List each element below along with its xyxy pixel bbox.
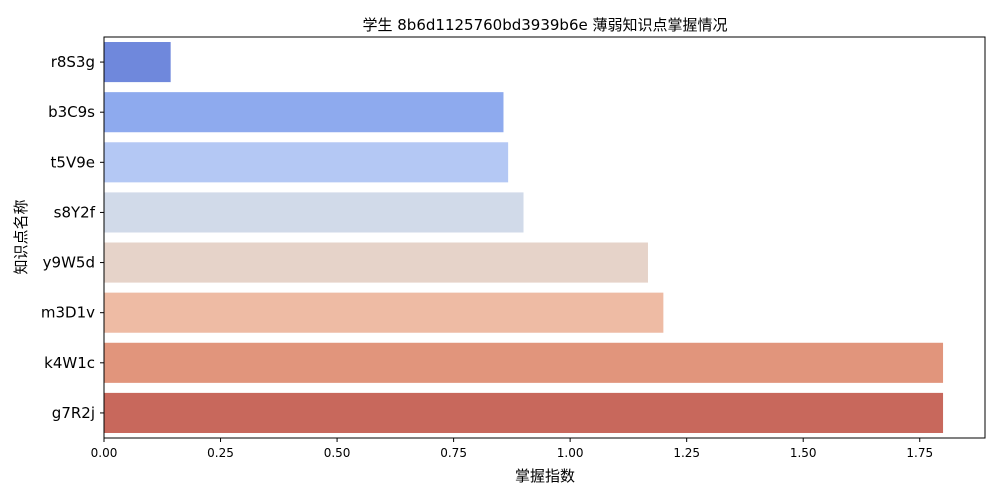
x-tick-label: 1.75 [906,446,933,460]
y-tick-labels: r8S3g b3C9s t5V9e s8Y2f y9W5d m3D1v k4W1c g7R2j [41,53,104,422]
x-axis-label: 掌握指数 [515,467,575,485]
bar-t5V9e [104,142,509,183]
x-tick-label: 1.25 [673,446,700,460]
y-tick-label: g7R2j [52,404,95,422]
chart-title: 学生 8b6d1125760bd3939b6e 薄弱知识点掌握情况 [363,16,728,34]
y-tick-label: y9W5d [43,254,95,272]
bar-r8S3g [104,42,171,83]
x-tick-label: 1.50 [790,446,817,460]
x-tick-label: 1.00 [557,446,584,460]
y-axis-label: 知识点名称 [12,199,30,274]
bar-g7R2j [104,392,944,433]
bar-m3D1v [104,292,664,333]
y-tick-label: b3C9s [48,103,95,121]
x-tick-label: 0.75 [440,446,467,460]
bars-group [104,42,944,433]
bar-s8Y2f [104,192,524,233]
x-tick-label: 0.00 [91,446,118,460]
bar-k4W1c [104,342,944,383]
bar-b3C9s [104,92,504,133]
y-tick-label: k4W1c [44,354,95,372]
x-tick-label: 0.50 [324,446,351,460]
y-tick-label: m3D1v [41,304,95,322]
x-tick-label: 0.25 [207,446,234,460]
x-ticks: 0.00 0.25 0.50 0.75 1.00 1.25 1.50 1.75 [91,438,933,460]
y-tick-label: t5V9e [51,153,95,171]
y-tick-label: r8S3g [51,53,95,71]
y-tick-label: s8Y2f [54,203,96,221]
bar-y9W5d [104,242,648,283]
plot-frame [103,36,986,439]
